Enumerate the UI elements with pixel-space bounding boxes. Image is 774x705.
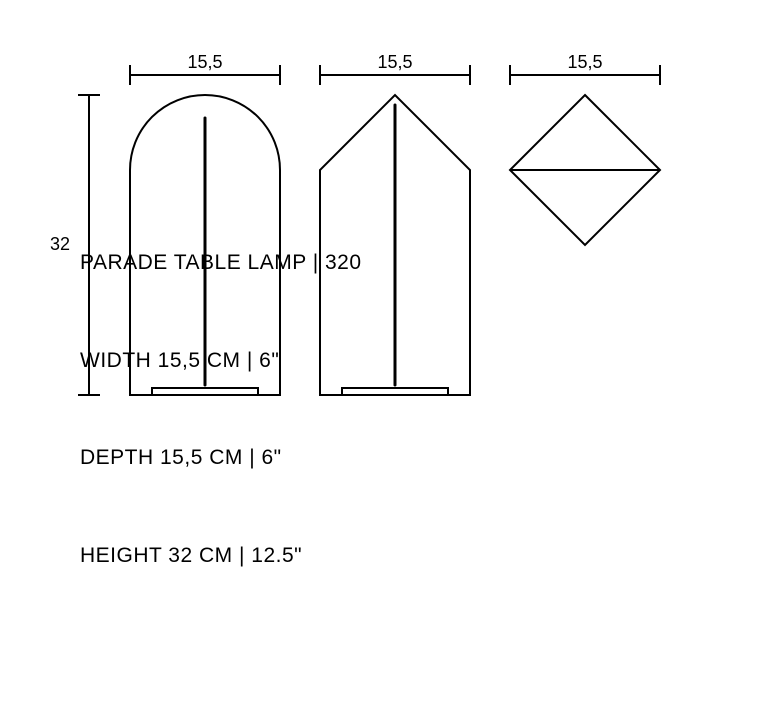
spec-height: HEIGHT 32 CM | 12.5" [80, 540, 362, 573]
width-dim-label-2: 15,5 [377, 52, 412, 72]
width-dim-label-3: 15,5 [567, 52, 602, 72]
width-dimension-3: 15,5 [510, 52, 660, 85]
diagram-canvas: 32 15,5 15,5 [0, 0, 774, 705]
spec-depth: DEPTH 15,5 CM | 6" [80, 442, 362, 475]
width-dim-label-1: 15,5 [187, 52, 222, 72]
width-dimension-2: 15,5 [320, 52, 470, 85]
spec-width: WIDTH 15,5 CM | 6" [80, 345, 362, 378]
top-view: 15,5 [510, 52, 660, 245]
height-dim-label: 32 [50, 234, 70, 254]
width-dimension-1: 15,5 [130, 52, 280, 85]
spec-block: PARADE TABLE LAMP | 320 WIDTH 15,5 CM | … [80, 182, 362, 605]
spec-title: PARADE TABLE LAMP | 320 [80, 247, 362, 280]
